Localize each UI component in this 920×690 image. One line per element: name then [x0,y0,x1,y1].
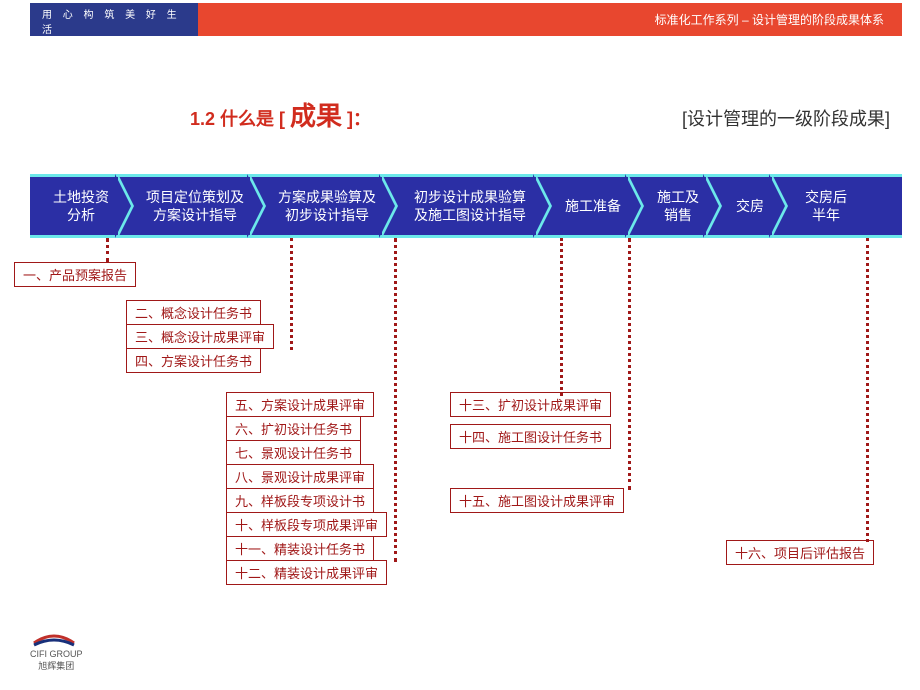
connector-line-3 [560,238,563,396]
deliverable-box-6: 七、景观设计任务书 [226,440,361,465]
header-bar: 用 心 构 筑 美 好 生 活 FOR YOUR BETTER LIFE 标准化… [30,3,902,36]
title-left: 1.2 什么是 [ 成果 ]： [190,96,371,133]
connector-line-5 [866,238,869,542]
flow-chevron-1 [250,174,266,238]
company-logo: CIFI GROUP 旭辉集团 [30,627,83,672]
flow-stage-0: 土地投资 分析 [30,177,126,235]
title-prefix: 1.2 什么是 [ [190,109,290,129]
breadcrumb-text: 标准化工作系列 – 设计管理的阶段成果体系 [655,11,884,28]
title-row: 1.2 什么是 [ 成果 ]： [设计管理的一级阶段成果] [190,96,890,133]
flow-chevron-6 [772,174,788,238]
title-suffix: ]： [342,109,371,129]
flow-chevron-5 [706,174,722,238]
slogan-cn: 用 心 构 筑 美 好 生 活 [42,6,186,36]
flow-chevron-4 [628,174,644,238]
connector-line-1 [290,238,293,350]
connector-line-0 [106,238,109,262]
deliverable-box-10: 十一、精装设计任务书 [226,536,374,561]
header-breadcrumb: 标准化工作系列 – 设计管理的阶段成果体系 [198,3,902,36]
deliverable-box-8: 九、样板段专项设计书 [226,488,374,513]
deliverable-box-11: 十二、精装设计成果评审 [226,560,387,585]
deliverable-box-3: 四、方案设计任务书 [126,348,261,373]
header-slogan: 用 心 构 筑 美 好 生 活 FOR YOUR BETTER LIFE [30,3,198,36]
deliverable-box-5: 六、扩初设计任务书 [226,416,361,441]
flow-stage-7: 交房后 半年 [780,177,866,235]
deliverable-box-13: 十四、施工图设计任务书 [450,424,611,449]
flow-stage-1: 项目定位策划及 方案设计指导 [126,177,258,235]
logo-sub: 旭辉集团 [30,659,83,672]
deliverable-box-0: 一、产品预案报告 [14,262,136,287]
deliverable-box-2: 三、概念设计成果评审 [126,324,274,349]
deliverable-box-9: 十、样板段专项成果评审 [226,512,387,537]
flow-chevron-3 [536,174,552,238]
process-flow: 土地投资 分析项目定位策划及 方案设计指导方案成果验算及 初步设计指导初步设计成… [30,174,902,238]
deliverable-box-1: 二、概念设计任务书 [126,300,261,325]
title-right: [设计管理的一级阶段成果] [682,105,890,131]
deliverable-box-14: 十五、施工图设计成果评审 [450,488,624,513]
connector-line-4 [628,238,631,490]
flow-stage-3: 初步设计成果验算 及施工图设计指导 [390,177,544,235]
deliverable-box-12: 十三、扩初设计成果评审 [450,392,611,417]
title-emph: 成果 [290,101,342,131]
connector-line-2 [394,238,397,562]
deliverable-box-7: 八、景观设计成果评审 [226,464,374,489]
flow-stage-2: 方案成果验算及 初步设计指导 [258,177,390,235]
slogan-en: FOR YOUR BETTER LIFE [42,36,186,43]
logo-name: CIFI GROUP [30,649,83,659]
flow-stage-4: 施工准备 [544,177,636,235]
flow-chevron-0 [118,174,134,238]
deliverable-box-4: 五、方案设计成果评审 [226,392,374,417]
flow-chevron-2 [382,174,398,238]
deliverable-box-15: 十六、项目后评估报告 [726,540,874,565]
